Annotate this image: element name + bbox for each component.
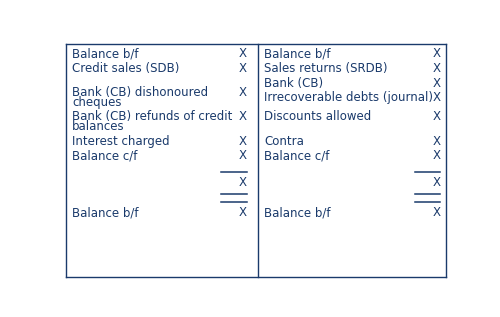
- Text: Contra: Contra: [264, 134, 304, 147]
- Text: X: X: [432, 149, 440, 162]
- Text: X: X: [238, 48, 246, 61]
- Text: X: X: [432, 206, 440, 219]
- Text: X: X: [238, 176, 246, 189]
- Text: Interest charged: Interest charged: [72, 134, 170, 147]
- Text: X: X: [432, 77, 440, 90]
- Text: Bank (CB): Bank (CB): [264, 77, 323, 90]
- Text: X: X: [238, 62, 246, 75]
- Text: X: X: [432, 176, 440, 189]
- Text: X: X: [432, 48, 440, 61]
- Text: X: X: [432, 110, 440, 123]
- Text: X: X: [432, 134, 440, 147]
- Text: X: X: [432, 62, 440, 75]
- Text: Bank (CB) refunds of credit: Bank (CB) refunds of credit: [72, 110, 233, 123]
- Text: Balance b/f: Balance b/f: [264, 206, 330, 219]
- Text: X: X: [432, 91, 440, 104]
- Text: Credit sales (SDB): Credit sales (SDB): [72, 62, 180, 75]
- Text: cheques: cheques: [72, 96, 122, 109]
- Text: X: X: [238, 206, 246, 219]
- Text: X: X: [238, 87, 246, 100]
- Text: Sales returns (SRDB): Sales returns (SRDB): [264, 62, 388, 75]
- Text: X: X: [238, 134, 246, 147]
- Text: X: X: [238, 149, 246, 162]
- Text: Balance b/f: Balance b/f: [72, 48, 138, 61]
- Text: Irrecoverable debts (journal): Irrecoverable debts (journal): [264, 91, 433, 104]
- Text: Balance c/f: Balance c/f: [264, 149, 330, 162]
- Text: Balance b/f: Balance b/f: [72, 206, 138, 219]
- Text: Balance b/f: Balance b/f: [264, 48, 330, 61]
- Text: X: X: [238, 110, 246, 123]
- Text: Discounts allowed: Discounts allowed: [264, 110, 371, 123]
- Text: Balance c/f: Balance c/f: [72, 149, 138, 162]
- Text: balances: balances: [72, 120, 125, 133]
- Text: Bank (CB) dishonoured: Bank (CB) dishonoured: [72, 87, 208, 100]
